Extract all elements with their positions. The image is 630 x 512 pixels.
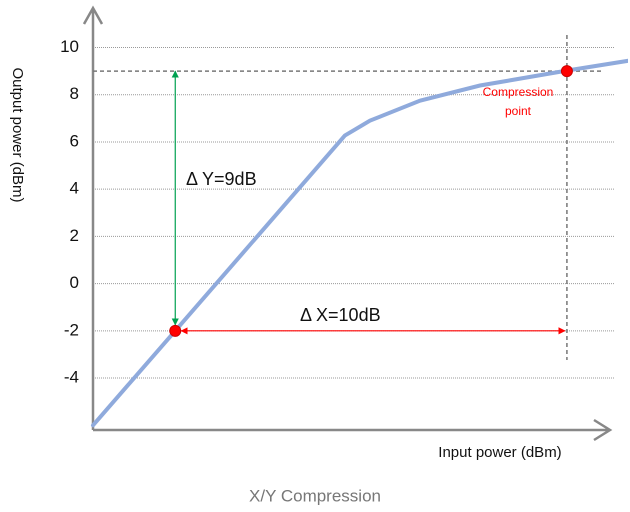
annotation: Compression	[483, 85, 554, 99]
y-tick-label: -2	[64, 320, 79, 339]
y-tick-label: 0	[70, 273, 79, 292]
annotation: point	[505, 104, 532, 118]
chart-title: X/Y Compression	[249, 486, 381, 505]
point	[560, 65, 573, 78]
y-axis-label: Output power (dBm)	[9, 67, 26, 202]
y-tick-label: 10	[60, 37, 79, 56]
x-axis	[93, 418, 613, 442]
annotation: Δ Y=9dB	[186, 169, 257, 189]
y-axis	[82, 5, 104, 430]
y-tick-label: 4	[70, 179, 79, 198]
y-tick-label: 6	[70, 131, 79, 150]
y-tick-label: 8	[70, 84, 79, 103]
y-tick-label: -4	[64, 368, 79, 387]
x-axis-label: Input power (dBm)	[438, 444, 561, 461]
y-tick-label: 2	[70, 226, 79, 245]
point	[169, 324, 182, 337]
curve	[91, 58, 628, 428]
annotation: Δ X=10dB	[300, 305, 381, 325]
